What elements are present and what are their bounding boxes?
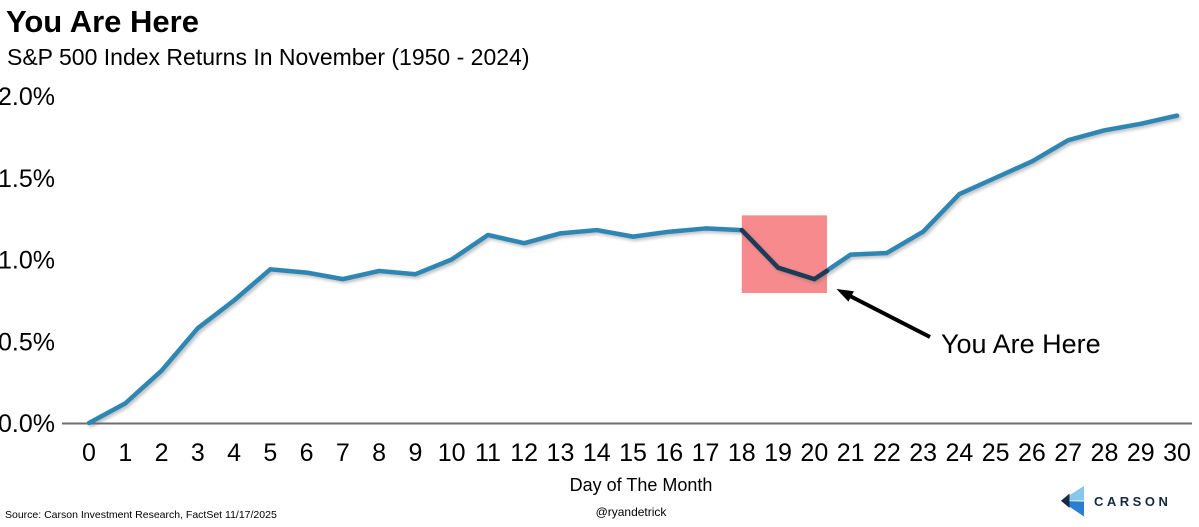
y-tick-label: 0.5% [0,328,55,356]
x-tick-label: 19 [764,439,792,467]
series-line [86,113,1180,426]
x-tick-label: 27 [1054,439,1082,467]
x-tick-label: 15 [619,439,647,467]
x-tick-label: 24 [945,439,973,467]
x-tick-label: 30 [1163,439,1191,467]
x-tick-label: 9 [408,439,422,467]
x-tick-label: 3 [191,439,205,467]
x-tick-label: 14 [583,439,611,467]
y-tick-label: 2.0% [0,83,55,111]
page-title: You Are Here [6,4,199,39]
x-axis-tick-labels: 0 1 2 3 4 5 6 7 8 9 10 11 12 13 14 15 16 17 18 19 20 21 22 23 24… [82,439,1191,467]
source-note: Source: Carson Investment Research, Fact… [5,509,277,521]
x-tick-label: 29 [1127,439,1155,467]
x-tick-label: 2 [155,439,169,467]
x-axis-title: Day of The Month [569,475,713,495]
x-tick-label: 18 [728,439,756,467]
x-tick-label: 22 [873,439,901,467]
carson-logo: CARSON [1060,485,1171,518]
carson-logo-text: CARSON [1094,494,1172,509]
x-tick-label: 21 [837,439,865,467]
x-tick-label: 10 [438,439,466,467]
x-tick-label: 5 [263,439,277,467]
x-tick-label: 20 [800,439,828,467]
x-tick-label: 0 [82,439,96,467]
annotation-label: You Are Here [941,329,1101,359]
x-tick-label: 28 [1091,439,1119,467]
x-tick-label: 23 [909,439,937,467]
x-tick-label: 12 [510,439,538,467]
y-axis-tick-labels: 0.0% 0.5% 1.0% 1.5% 2.0% [0,83,55,438]
y-tick-label: 1.5% [0,165,55,193]
x-tick-label: 25 [982,439,1010,467]
highlight-segment-line [739,227,830,282]
chart-subtitle: S&P 500 Index Returns In November (1950 … [7,44,530,70]
x-tick-label: 11 [475,439,501,467]
x-tick-label: 26 [1018,439,1046,467]
x-tick-label: 7 [336,439,350,467]
x-tick-label: 17 [692,439,720,467]
y-tick-label: 1.0% [0,247,55,275]
annotation-arrow [836,289,931,339]
author-handle: @ryandetrick [595,505,667,519]
x-tick-label: 16 [655,439,683,467]
y-tick-label: 0.0% [0,410,55,438]
x-tick-label: 6 [300,439,314,467]
carson-logo-icon [1061,486,1084,517]
x-tick-label: 13 [547,439,575,467]
x-tick-label: 1 [118,439,132,467]
x-tick-label: 4 [227,439,241,467]
x-tick-label: 8 [372,439,386,467]
